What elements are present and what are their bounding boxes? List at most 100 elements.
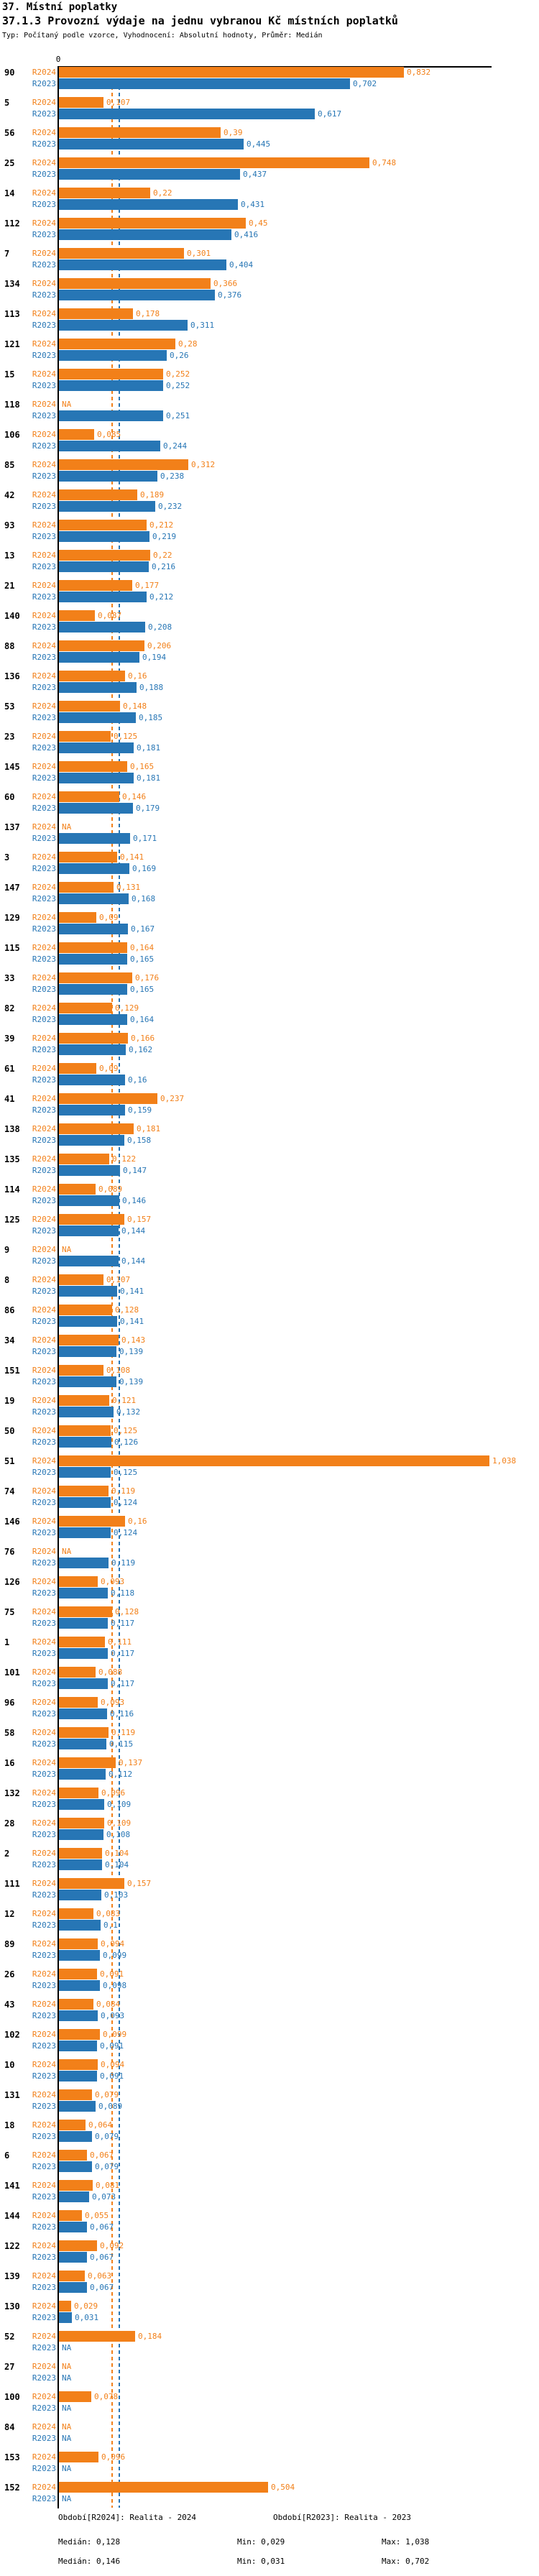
value-label-r2024: 0,141 xyxy=(120,852,144,862)
value-label-r2024: 0,108 xyxy=(106,1366,131,1375)
value-label-r2024: 0,096 xyxy=(101,2452,126,2462)
bar-r2024 xyxy=(59,1878,124,1889)
bar-r2024 xyxy=(59,1908,93,1919)
series-label-r2024: R2024 xyxy=(32,581,56,590)
series-label-r2024: R2024 xyxy=(32,1849,56,1858)
chart-row: 125 R2024 0,157 R2023 0,144 xyxy=(0,1214,539,1244)
bar-r2024 xyxy=(59,1425,111,1436)
chart-row: 52 R2024 0,184 R2023 NA xyxy=(0,2331,539,2361)
series-label-r2023: R2023 xyxy=(32,1830,56,1839)
value-label-r2024: 0,312 xyxy=(191,460,216,469)
bar-r2024 xyxy=(59,429,94,440)
series-label-r2023: R2023 xyxy=(32,743,56,753)
series-label-r2023: R2023 xyxy=(32,924,56,934)
value-label-r2023: 0,219 xyxy=(152,532,177,541)
bar-r2024 xyxy=(59,1154,109,1164)
chart-row: 25 R2024 0,748 R2023 0,437 xyxy=(0,157,539,188)
chart-row: 50 R2024 0,125 R2023 0,126 xyxy=(0,1425,539,1455)
value-label-r2024: 0,39 xyxy=(224,128,243,137)
value-label-r2024: 0,081 xyxy=(96,2181,120,2190)
value-label-r2023: 0,093 xyxy=(101,2011,125,2020)
series-label-r2023: R2023 xyxy=(32,532,56,541)
na-label-r2023: NA xyxy=(62,2464,72,2473)
series-label-r2023: R2023 xyxy=(32,1045,56,1054)
series-label-r2024: R2024 xyxy=(32,2301,56,2311)
row-number-label: 19 xyxy=(4,1396,15,1406)
na-label-r2024: NA xyxy=(62,822,72,832)
bar-r2023 xyxy=(59,954,127,965)
chart-row: 2 R2024 0,104 R2023 0,104 xyxy=(0,1848,539,1878)
series-label-r2024: R2024 xyxy=(32,1788,56,1798)
bar-r2024 xyxy=(59,1969,97,1979)
chart-row: 13 R2024 0,22 R2023 0,216 xyxy=(0,550,539,580)
row-number-label: 140 xyxy=(4,611,20,621)
series-label-r2023: R2023 xyxy=(32,230,56,239)
bar-r2023 xyxy=(59,501,155,512)
bar-r2024 xyxy=(59,248,184,259)
chart-row: 100 R2024 0,078 R2023 NA xyxy=(0,2391,539,2421)
bar-r2023 xyxy=(59,1014,127,1025)
chart-row: 3 R2024 0,141 R2023 0,169 xyxy=(0,852,539,882)
row-number-label: 89 xyxy=(4,1939,15,1949)
legend-median-r2023: Medián: 0,146 xyxy=(58,2557,121,2566)
value-label-r2023: 0,244 xyxy=(163,441,188,451)
series-label-r2023: R2023 xyxy=(32,1105,56,1115)
series-label-r2023: R2023 xyxy=(32,2404,56,2413)
chart-row: 23 R2024 0,125 R2023 0,181 xyxy=(0,731,539,761)
chart-row: 115 R2024 0,164 R2023 0,165 xyxy=(0,942,539,972)
bar-r2024 xyxy=(59,1274,103,1285)
bar-r2023 xyxy=(59,561,149,572)
series-label-r2024: R2024 xyxy=(32,400,56,409)
series-label-r2023: R2023 xyxy=(32,472,56,481)
bar-r2023 xyxy=(59,441,160,451)
value-label-r2023: 0,164 xyxy=(130,1015,155,1024)
row-number-label: 86 xyxy=(4,1305,15,1315)
row-number-label: 130 xyxy=(4,2301,20,2312)
series-label-r2023: R2023 xyxy=(32,2071,56,2081)
chart-row: 82 R2024 0,129 R2023 0,164 xyxy=(0,1003,539,1033)
bar-r2024 xyxy=(59,1999,93,2010)
chart-row: 84 R2024 NA R2023 NA xyxy=(0,2421,539,2452)
series-label-r2024: R2024 xyxy=(32,1245,56,1254)
series-label-r2024: R2024 xyxy=(32,822,56,832)
value-label-r2023: 0,238 xyxy=(160,472,185,481)
series-label-r2024: R2024 xyxy=(32,490,56,500)
bar-r2024 xyxy=(59,2240,97,2251)
row-number-label: 61 xyxy=(4,1064,15,1074)
value-label-r2023: 0,109 xyxy=(107,1800,132,1809)
chart-row: 140 R2024 0,087 R2023 0,208 xyxy=(0,610,539,640)
row-number-label: 51 xyxy=(4,1456,15,1466)
series-label-r2024: R2024 xyxy=(32,68,56,77)
value-label-r2024: 0,165 xyxy=(130,762,155,771)
series-label-r2024: R2024 xyxy=(32,852,56,862)
series-label-r2023: R2023 xyxy=(32,2464,56,2473)
value-label-r2024: 0,107 xyxy=(106,1275,131,1284)
row-number-label: 50 xyxy=(4,1426,15,1436)
na-label-r2023: NA xyxy=(62,2404,72,2413)
chart-row: 90 R2024 0,832 R2023 0,702 xyxy=(0,67,539,97)
series-label-r2024: R2024 xyxy=(32,249,56,258)
row-number-label: 58 xyxy=(4,1728,15,1738)
series-label-r2023: R2023 xyxy=(32,139,56,149)
value-label-r2023: 0,147 xyxy=(123,1166,147,1175)
bar-r2024 xyxy=(59,550,150,561)
value-label-r2024: 0,084 xyxy=(96,2000,121,2009)
bar-r2023 xyxy=(59,1225,119,1236)
bar-r2024 xyxy=(59,912,96,923)
value-label-r2024: 0,089 xyxy=(98,1184,123,1194)
series-label-r2023: R2023 xyxy=(32,562,56,571)
chart-row: 112 R2024 0,45 R2023 0,416 xyxy=(0,218,539,248)
row-number-label: 16 xyxy=(4,1758,15,1768)
bar-r2024 xyxy=(59,1757,116,1768)
chart-row: 75 R2024 0,128 R2023 0,117 xyxy=(0,1606,539,1637)
chart-row: 101 R2024 0,088 R2023 0,117 xyxy=(0,1667,539,1697)
na-label-r2023: NA xyxy=(62,2434,72,2443)
value-label-r2024: 0,085 xyxy=(97,430,121,439)
bar-r2024 xyxy=(59,2301,71,2312)
chart-row: 93 R2024 0,212 R2023 0,219 xyxy=(0,520,539,550)
bar-r2024 xyxy=(59,1305,112,1315)
value-label-r2024: 0,083 xyxy=(96,1909,121,1918)
row-number-label: 18 xyxy=(4,2120,15,2130)
chart-row: 27 R2024 NA R2023 NA xyxy=(0,2361,539,2391)
bar-r2023 xyxy=(59,1739,106,1749)
